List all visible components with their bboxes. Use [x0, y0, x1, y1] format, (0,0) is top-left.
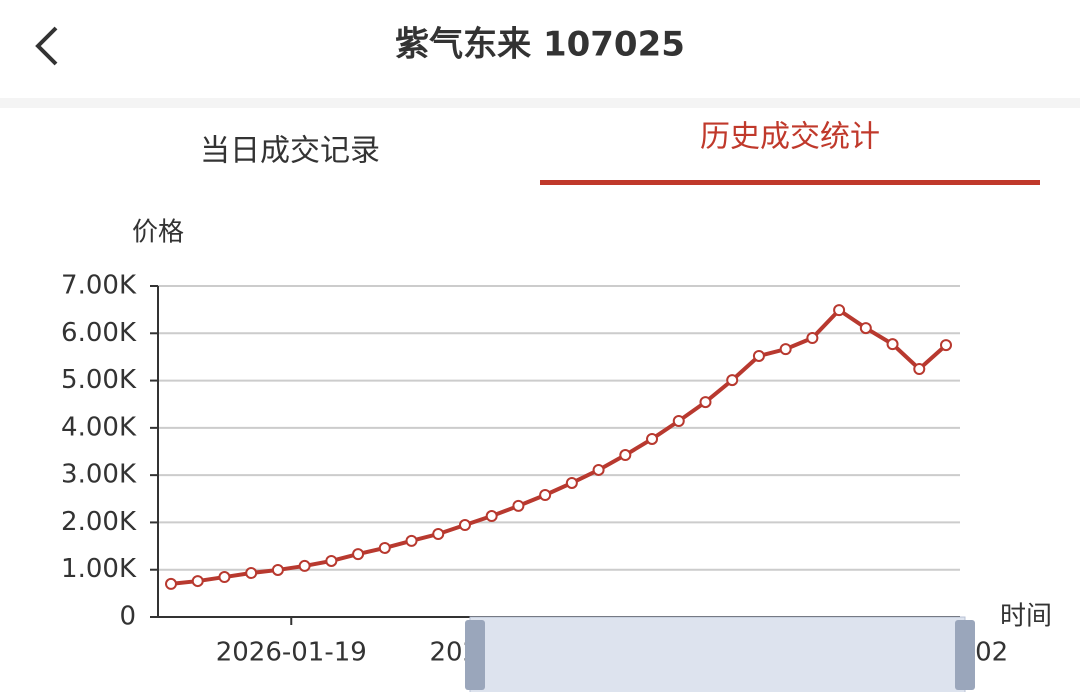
point [218, 571, 231, 584]
tab[interactable]: 当日成交记录 [200, 134, 380, 169]
point [539, 489, 552, 502]
point [352, 548, 365, 561]
back-button[interactable] [35, 26, 58, 66]
point [672, 415, 685, 428]
line [170, 307, 948, 586]
point [752, 349, 765, 362]
point [325, 554, 338, 567]
tab-indicator [540, 180, 1040, 185]
y-tick-label: 2.00K [61, 507, 137, 537]
zoom-handle[interactable] [465, 620, 485, 690]
point [378, 541, 391, 554]
point [806, 332, 819, 345]
point [886, 338, 899, 351]
x-tick-label: 2026-01-19 [216, 638, 367, 668]
point [405, 534, 418, 547]
y-tick-label: 4.00K [61, 412, 137, 442]
y-tick-label: 6.00K [61, 318, 137, 348]
point [592, 463, 605, 476]
point [165, 577, 177, 590]
y-tick-label: 3.00K [61, 460, 137, 490]
point [726, 374, 739, 387]
point [298, 559, 311, 572]
point [619, 449, 632, 462]
point [191, 575, 204, 588]
point [699, 396, 712, 409]
point [779, 343, 792, 356]
point [565, 476, 578, 489]
tab-active[interactable]: 历史成交统计 [700, 120, 880, 155]
data-zoom[interactable] [465, 616, 975, 692]
point [859, 322, 872, 335]
point [833, 304, 846, 317]
y-tick-label: 7.00K [61, 271, 137, 301]
point [940, 339, 952, 352]
point [512, 499, 525, 512]
point [458, 519, 471, 532]
x-axis-title: 时间 [1000, 602, 1052, 632]
page-title: 紫气东来 107025 [395, 25, 685, 65]
y-tick-label: 1.00K [61, 554, 137, 584]
divider [0, 98, 1080, 108]
point [245, 567, 258, 580]
zoom-handle[interactable] [955, 620, 975, 690]
point [271, 563, 284, 576]
point [432, 528, 445, 541]
y-axis-title: 价格 [132, 218, 184, 248]
y-tick-label: 5.00K [61, 365, 137, 395]
y-tick-label: 0 [119, 602, 136, 632]
point [913, 362, 926, 375]
point [646, 432, 659, 445]
zoom-window[interactable] [469, 616, 966, 692]
point [485, 510, 498, 523]
